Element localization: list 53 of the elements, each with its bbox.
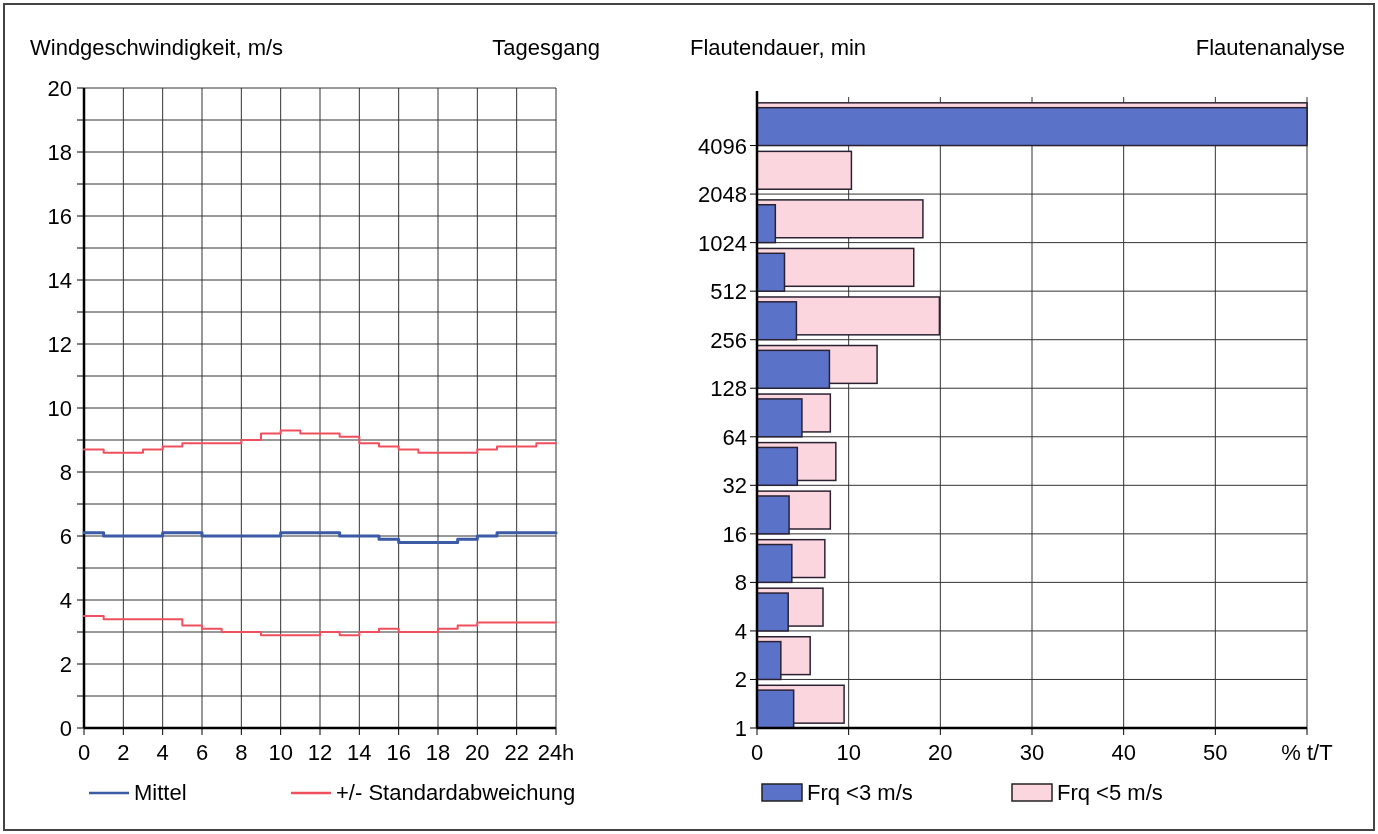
x-tick-label: 24h bbox=[537, 740, 575, 765]
y-axis-title: Flautendauer, min bbox=[690, 35, 867, 60]
x-tick-label: % t/T bbox=[1281, 740, 1333, 765]
legend-label: Mittel bbox=[134, 780, 187, 805]
x-tick-label: 10 bbox=[836, 740, 861, 765]
legend-label: +/- Standardabweichung bbox=[336, 780, 576, 805]
y-tick-label: 4 bbox=[59, 588, 72, 613]
y-tick-label: 2 bbox=[734, 667, 747, 693]
y-tick-label: 64 bbox=[722, 424, 747, 450]
x-tick-label: 16 bbox=[386, 740, 411, 765]
x-tick-label: 12 bbox=[307, 740, 333, 765]
x-tick-label: 20 bbox=[928, 740, 953, 765]
y-tick-label: 20 bbox=[47, 76, 72, 101]
y-tick-label: 16 bbox=[47, 204, 72, 229]
legend-label: Frq <3 m/s bbox=[807, 780, 913, 805]
y-tick-label: 8 bbox=[734, 570, 747, 596]
chart-title: Flautenanalyse bbox=[1195, 35, 1345, 60]
x-tick-label: 18 bbox=[425, 740, 451, 765]
y-tick-label: 2048 bbox=[698, 182, 747, 208]
y-tick-label: 4096 bbox=[698, 133, 747, 159]
x-tick-label: 40 bbox=[1111, 740, 1136, 765]
x-tick-label: 4 bbox=[156, 740, 169, 765]
x-tick-label: 10 bbox=[268, 740, 293, 765]
x-tick-label: 30 bbox=[1019, 740, 1045, 765]
x-tick-label: 22 bbox=[504, 740, 529, 765]
x-tick-label: 50 bbox=[1203, 740, 1228, 765]
y-tick-label: 18 bbox=[47, 140, 72, 165]
y-tick-label: 256 bbox=[710, 327, 747, 353]
bar bbox=[756, 150, 853, 190]
y-axis-title: Windgeschwindigkeit, m/s bbox=[30, 35, 284, 60]
y-tick-label: 16 bbox=[722, 521, 747, 547]
y-tick-label: 512 bbox=[710, 279, 747, 305]
y-tick-label: 10 bbox=[47, 396, 72, 421]
y-tick-label: 6 bbox=[59, 524, 72, 549]
y-tick-label: 1 bbox=[734, 716, 747, 741]
y-tick-label: 14 bbox=[47, 268, 72, 293]
x-tick-label: 8 bbox=[235, 740, 248, 765]
x-tick-label: 14 bbox=[347, 740, 372, 765]
x-tick-label: 2 bbox=[117, 740, 130, 765]
y-tick-label: 1024 bbox=[698, 230, 747, 256]
x-tick-label: 6 bbox=[195, 740, 209, 765]
y-tick-label: 128 bbox=[710, 376, 747, 402]
x-tick-label: 0 bbox=[77, 740, 91, 765]
y-tick-label: 32 bbox=[722, 473, 747, 499]
y-tick-label: 8 bbox=[59, 460, 72, 485]
legend-label: Frq <5 m/s bbox=[1057, 780, 1163, 805]
y-tick-label: 2 bbox=[59, 652, 72, 677]
y-tick-label: 0 bbox=[59, 716, 72, 741]
x-tick-label: 20 bbox=[465, 740, 490, 765]
y-tick-label: 4 bbox=[734, 618, 747, 644]
x-tick-label: 0 bbox=[750, 740, 764, 765]
y-tick-label: 12 bbox=[47, 332, 72, 357]
chart-title: Tagesgang bbox=[492, 35, 600, 60]
